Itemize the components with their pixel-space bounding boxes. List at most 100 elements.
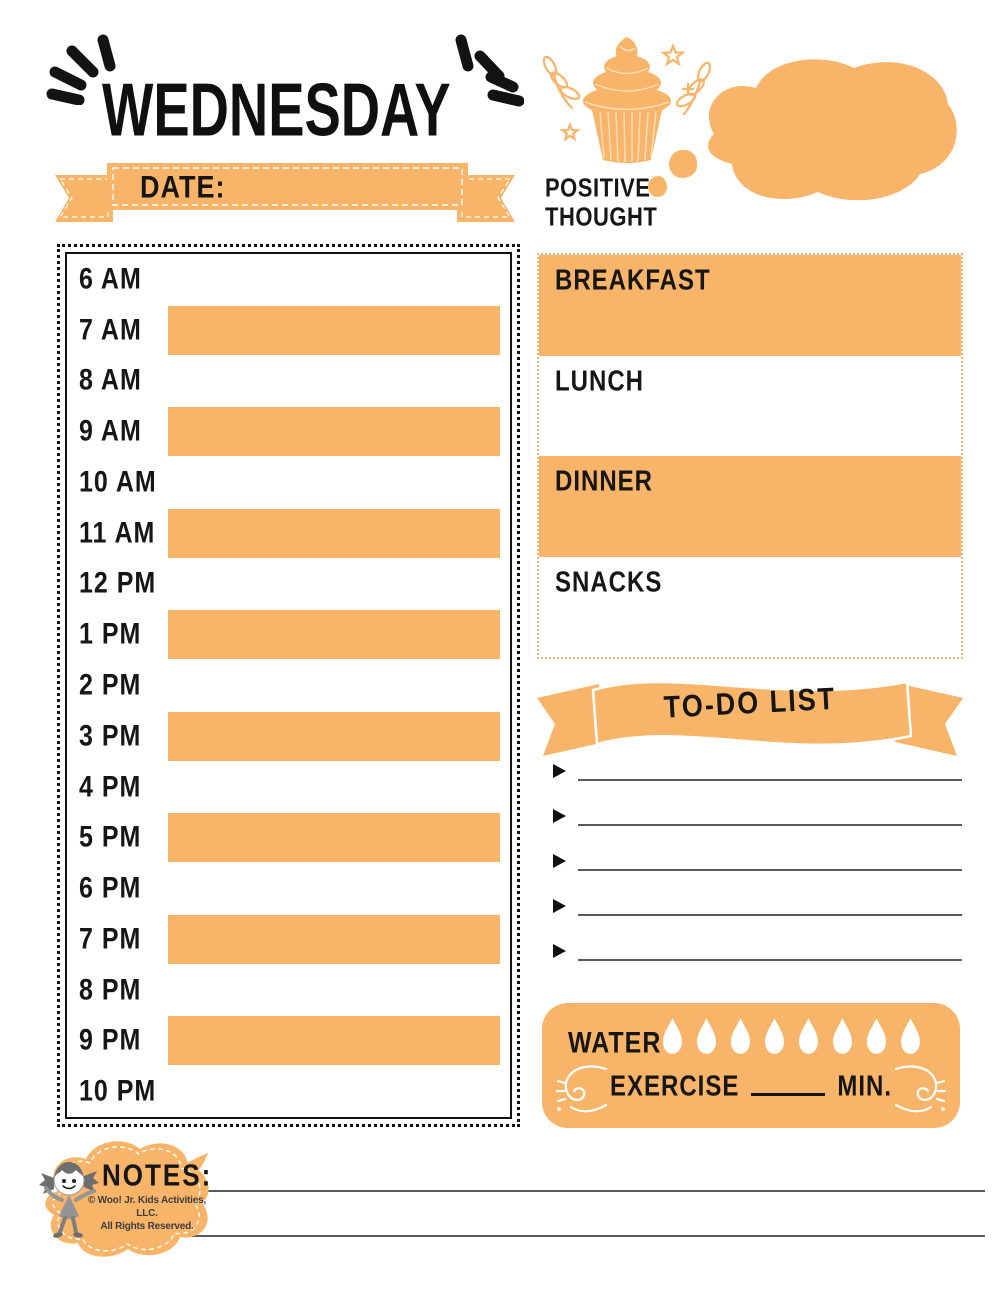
schedule-slot[interactable] — [168, 357, 500, 406]
meal-planner-section: BREAKFAST LUNCH DINNER SNACKS — [537, 253, 963, 659]
schedule-time-label: 10 AM — [79, 465, 157, 499]
exercise-minutes-input[interactable] — [751, 1078, 826, 1096]
todo-line-input[interactable] — [578, 914, 962, 916]
schedule-slot[interactable] — [168, 763, 500, 812]
title-accent-right-icon — [455, 34, 524, 107]
schedule-slot[interactable] — [168, 966, 500, 1015]
schedule-time-label: 9 AM — [79, 414, 142, 448]
todo-line-input[interactable] — [578, 824, 962, 826]
schedule-row[interactable]: 6 PM — [67, 863, 510, 914]
water-drop-icon[interactable] — [832, 1016, 853, 1056]
schedule-row[interactable]: 7 AM — [67, 305, 510, 356]
water-label: WATER — [568, 1026, 662, 1060]
meal-section-lunch[interactable]: LUNCH — [539, 356, 961, 457]
schedule-time-label: 1 PM — [79, 617, 142, 651]
schedule-time-label: 8 AM — [79, 363, 142, 397]
date-label: DATE: — [140, 169, 226, 205]
schedule-time-label: 8 PM — [79, 972, 142, 1007]
schedule-row[interactable]: 6 AM — [67, 254, 510, 305]
date-ribbon — [55, 163, 515, 222]
water-drop-icon[interactable] — [798, 1016, 819, 1056]
schedule-row[interactable]: 3 PM — [67, 711, 510, 762]
snacks-label: SNACKS — [555, 565, 663, 598]
positive-thought-bubble[interactable] — [692, 46, 972, 214]
todo-item[interactable] — [545, 897, 962, 921]
flourish-right-icon — [894, 1065, 946, 1113]
schedule-row[interactable]: 8 AM — [67, 356, 510, 407]
todo-line-input[interactable] — [578, 779, 962, 781]
schedule-time-label: 7 AM — [79, 313, 142, 347]
meal-section-dinner[interactable]: DINNER — [539, 456, 961, 557]
schedule-slot[interactable] — [168, 813, 500, 863]
flourish-left-icon — [556, 1065, 608, 1113]
schedule-row[interactable]: 10 PM — [67, 1066, 510, 1117]
meal-section-snacks[interactable]: SNACKS — [539, 557, 961, 658]
lunch-label: LUNCH — [555, 364, 644, 397]
schedule-time-label: 6 AM — [79, 262, 142, 296]
schedule-row[interactable]: 5 PM — [67, 812, 510, 863]
water-drop-icon[interactable] — [900, 1016, 921, 1056]
schedule-row[interactable]: 9 PM — [67, 1015, 510, 1066]
todo-list — [545, 762, 962, 987]
schedule-row[interactable]: 8 PM — [67, 965, 510, 1016]
todo-item[interactable] — [545, 942, 962, 966]
schedule-slot[interactable] — [168, 711, 500, 761]
schedule-row[interactable]: 12 PM — [67, 559, 510, 610]
schedule-slot[interactable] — [168, 1067, 500, 1116]
schedule-row[interactable]: 7 PM — [67, 914, 510, 965]
notes-line-input[interactable] — [192, 1235, 985, 1237]
schedule-time-label: 6 PM — [79, 871, 142, 905]
todo-ribbon — [537, 680, 963, 756]
copyright-line2: All Rights Reserved. — [100, 1221, 194, 1232]
water-drops — [662, 1016, 921, 1056]
schedule-time-label: 10 PM — [79, 1074, 157, 1108]
positive-thought-label: POSITIVE THOUGHT — [545, 172, 658, 232]
exercise-label: EXERCISE — [609, 1070, 740, 1103]
copyright-text: © Woo! Jr. Kids Activities, LLC. All Rig… — [82, 1194, 212, 1233]
schedule-slot[interactable] — [168, 255, 500, 304]
meal-section-breakfast[interactable]: BREAKFAST — [539, 255, 961, 356]
notes-label: NOTES: — [102, 1157, 213, 1193]
schedule-time-label: 2 PM — [79, 668, 142, 702]
todo-item[interactable] — [545, 852, 962, 876]
schedule-row[interactable]: 11 AM — [67, 508, 510, 559]
notes-bubble — [45, 1141, 209, 1257]
schedule-slot[interactable] — [168, 508, 500, 558]
schedule-time-label: 4 PM — [79, 769, 142, 803]
thought-bubble-dot-small-icon — [648, 176, 667, 197]
water-exercise-tracker: WATER E — [542, 1003, 960, 1128]
date-input-area[interactable] — [215, 168, 455, 206]
schedule-row[interactable]: 9 AM — [67, 406, 510, 457]
notes-line-input[interactable] — [192, 1190, 985, 1192]
water-drop-icon[interactable] — [764, 1016, 785, 1056]
water-drop-icon[interactable] — [866, 1016, 887, 1056]
schedule-grid: 6 AM 7 AM 8 AM 9 AM 10 AM 11 AM 12 PM 1 … — [65, 252, 512, 1119]
bullet-triangle-icon — [553, 854, 566, 868]
schedule-time-label: 11 AM — [79, 516, 156, 550]
schedule-row[interactable]: 2 PM — [67, 660, 510, 711]
schedule-slot[interactable] — [168, 407, 500, 457]
schedule-slot[interactable] — [168, 305, 500, 355]
schedule-slot[interactable] — [168, 610, 500, 660]
todo-item[interactable] — [545, 807, 962, 831]
schedule-slot[interactable] — [168, 661, 500, 710]
schedule-slot[interactable] — [168, 560, 500, 609]
schedule-row[interactable]: 4 PM — [67, 762, 510, 813]
water-drop-icon[interactable] — [696, 1016, 717, 1056]
schedule-time-label: 3 PM — [79, 719, 142, 753]
schedule-time-label: 12 PM — [79, 566, 157, 600]
page-title: WEDNESDAY — [102, 67, 451, 153]
cupcake-icon — [542, 37, 712, 163]
todo-line-input[interactable] — [578, 869, 962, 871]
schedule-slot[interactable] — [168, 914, 500, 964]
schedule-row[interactable]: 10 AM — [67, 457, 510, 508]
schedule-slot[interactable] — [168, 864, 500, 913]
schedule-row[interactable]: 1 PM — [67, 609, 510, 660]
girl-mascot — [39, 1162, 99, 1238]
water-drop-icon[interactable] — [730, 1016, 751, 1056]
todo-line-input[interactable] — [578, 959, 962, 961]
schedule-slot[interactable] — [168, 1016, 500, 1066]
todo-item[interactable] — [545, 762, 962, 786]
water-drop-icon[interactable] — [662, 1016, 683, 1056]
schedule-slot[interactable] — [168, 458, 500, 507]
